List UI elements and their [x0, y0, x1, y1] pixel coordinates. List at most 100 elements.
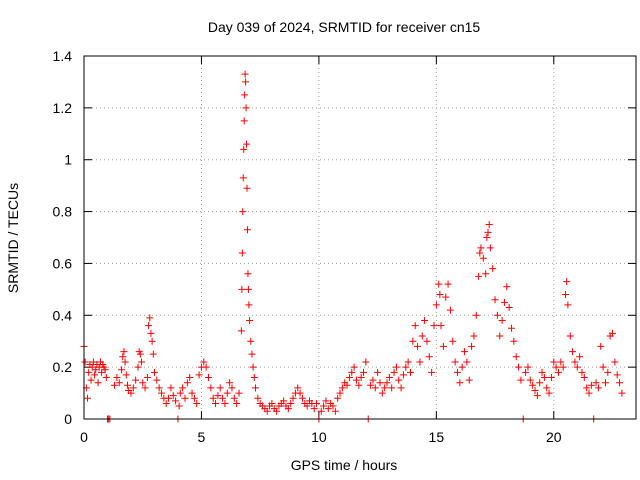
data-point [136, 350, 144, 358]
data-point [526, 376, 534, 384]
data-point [207, 384, 215, 392]
x-tick-label: 10 [311, 429, 327, 445]
data-point [343, 381, 351, 389]
data-point [150, 368, 158, 376]
data-point [409, 337, 417, 345]
data-point [240, 117, 248, 125]
data-point [486, 244, 494, 252]
data-point [432, 301, 440, 309]
data-point [476, 249, 484, 257]
data-point [505, 304, 513, 312]
data-point [421, 316, 429, 324]
data-point [118, 366, 126, 374]
data-point [147, 329, 155, 337]
data-point [153, 376, 161, 384]
data-point [146, 314, 154, 322]
data-point [599, 363, 607, 371]
data-point [111, 381, 119, 389]
data-point [388, 384, 396, 392]
data-point [395, 376, 403, 384]
data-point [463, 358, 471, 366]
data-point [250, 374, 258, 382]
data-point [491, 296, 499, 304]
data-point [81, 358, 89, 366]
y-tick-label: 0.2 [53, 359, 73, 375]
data-point [98, 368, 106, 376]
data-point [597, 342, 605, 350]
data-point [468, 342, 476, 350]
data-point [175, 402, 183, 410]
data-point [228, 384, 236, 392]
data-point [296, 389, 304, 397]
data-point [392, 363, 400, 371]
data-point [303, 402, 311, 410]
data-point [244, 285, 252, 293]
data-point [263, 407, 271, 415]
data-point [510, 337, 518, 345]
data-point [517, 376, 525, 384]
data-point [336, 389, 344, 397]
data-point [91, 371, 99, 379]
data-point [248, 350, 256, 358]
data-points [80, 70, 626, 423]
data-point [101, 366, 109, 374]
data-point [456, 379, 464, 387]
data-point [251, 384, 259, 392]
data-point [367, 381, 375, 389]
data-point [294, 384, 302, 392]
data-point [310, 405, 318, 413]
x-tick-label: 20 [546, 429, 562, 445]
data-point [578, 368, 586, 376]
data-point [94, 379, 102, 387]
data-point [284, 405, 292, 413]
data-point [193, 399, 201, 407]
data-point [573, 363, 581, 371]
data-point [522, 368, 530, 376]
y-tick-label: 1.4 [53, 48, 73, 64]
data-point [230, 394, 238, 402]
data-point [143, 374, 151, 382]
data-point [155, 384, 163, 392]
data-point [195, 371, 203, 379]
data-point [238, 285, 246, 293]
data-point [515, 363, 523, 371]
x-tick-label: 5 [198, 429, 206, 445]
axis-ticks: 0 0.2 0.4 0.6 0.8 1 1.2 1.4 0 5 10 15 20 [53, 48, 636, 445]
data-point [273, 407, 281, 415]
data-point [545, 389, 553, 397]
data-point [371, 384, 379, 392]
data-point [604, 368, 612, 376]
data-point [158, 389, 166, 397]
data-point [237, 327, 245, 335]
data-point [235, 389, 243, 397]
data-point [416, 358, 424, 366]
data-point [618, 389, 626, 397]
data-point [226, 379, 234, 387]
data-point [453, 368, 461, 376]
data-point [571, 358, 579, 366]
grid-lines [84, 56, 636, 419]
data-point [209, 394, 217, 402]
data-point [123, 381, 131, 389]
data-point [369, 376, 377, 384]
data-point [613, 371, 621, 379]
data-point [594, 384, 602, 392]
data-point [524, 363, 532, 371]
data-point [423, 337, 431, 345]
data-point [576, 353, 584, 361]
data-point [489, 265, 497, 273]
data-point [397, 384, 405, 392]
data-point [425, 353, 433, 361]
data-point [554, 368, 562, 376]
data-point [449, 337, 457, 345]
data-point [583, 384, 591, 392]
data-point [442, 293, 450, 301]
data-point [592, 379, 600, 387]
data-point [241, 70, 249, 78]
y-tick-label: 0.8 [53, 204, 73, 220]
data-point [451, 358, 459, 366]
data-point [404, 358, 412, 366]
data-point [149, 350, 157, 358]
data-point [317, 407, 325, 415]
